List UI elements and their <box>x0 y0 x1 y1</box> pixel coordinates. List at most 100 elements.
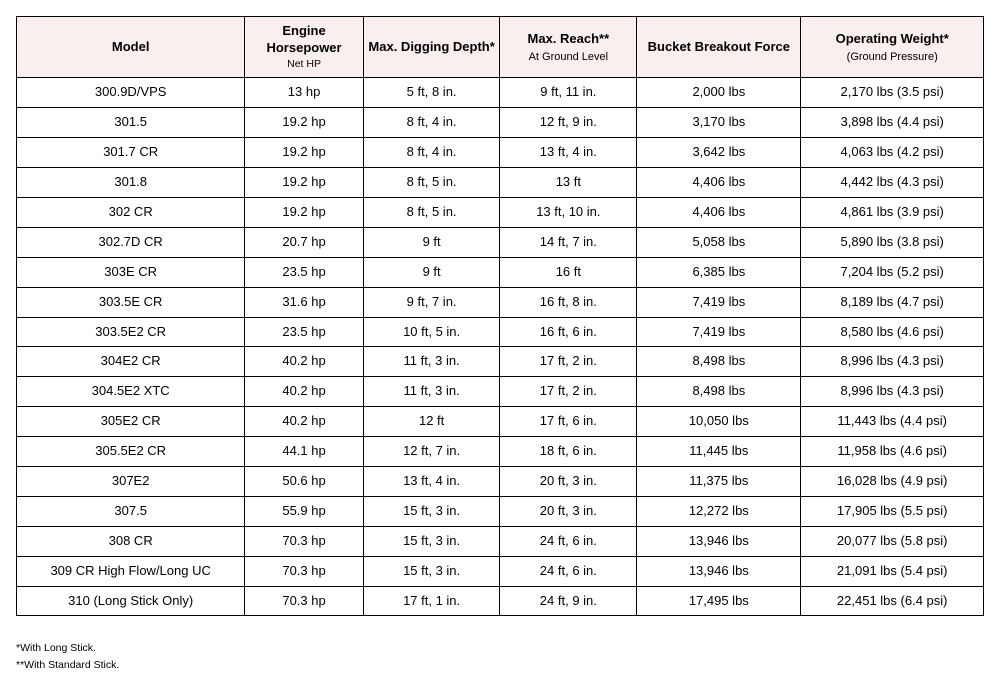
column-sublabel: (Ground Pressure) <box>805 50 979 64</box>
table-cell: 20 ft, 3 in. <box>500 467 637 497</box>
table-cell: 23.5 hp <box>245 317 363 347</box>
table-cell: 11,375 lbs <box>637 467 801 497</box>
table-cell: 310 (Long Stick Only) <box>17 586 245 616</box>
table-cell: 15 ft, 3 in. <box>363 526 500 556</box>
table-cell: 16 ft, 6 in. <box>500 317 637 347</box>
table-row: 302.7D CR20.7 hp9 ft14 ft, 7 in.5,058 lb… <box>17 227 984 257</box>
footnote: *With Long Stick. <box>16 640 984 657</box>
table-cell: 17 ft, 2 in. <box>500 347 637 377</box>
table-cell: 13 hp <box>245 78 363 108</box>
table-row: 307E250.6 hp13 ft, 4 in.20 ft, 3 in.11,3… <box>17 467 984 497</box>
table-cell: 13,946 lbs <box>637 556 801 586</box>
table-cell: 11,443 lbs (4.4 psi) <box>801 407 984 437</box>
table-container: ModelEngine HorsepowerNet HPMax. Digging… <box>16 16 984 674</box>
table-cell: 16 ft, 8 in. <box>500 287 637 317</box>
table-cell: 55.9 hp <box>245 496 363 526</box>
table-cell: 24 ft, 6 in. <box>500 556 637 586</box>
table-cell: 17 ft, 6 in. <box>500 407 637 437</box>
table-cell: 304E2 CR <box>17 347 245 377</box>
table-cell: 3,898 lbs (4.4 psi) <box>801 108 984 138</box>
table-cell: 11,958 lbs (4.6 psi) <box>801 437 984 467</box>
table-cell: 9 ft, 7 in. <box>363 287 500 317</box>
table-cell: 12 ft, 7 in. <box>363 437 500 467</box>
header-row: ModelEngine HorsepowerNet HPMax. Digging… <box>17 17 984 78</box>
table-cell: 305E2 CR <box>17 407 245 437</box>
table-row: 307.555.9 hp15 ft, 3 in.20 ft, 3 in.12,2… <box>17 496 984 526</box>
column-header: Max. Digging Depth* <box>363 17 500 78</box>
table-row: 310 (Long Stick Only)70.3 hp17 ft, 1 in.… <box>17 586 984 616</box>
table-cell: 10,050 lbs <box>637 407 801 437</box>
table-cell: 18 ft, 6 in. <box>500 437 637 467</box>
table-cell: 24 ft, 9 in. <box>500 586 637 616</box>
table-cell: 301.7 CR <box>17 138 245 168</box>
table-cell: 70.3 hp <box>245 586 363 616</box>
table-cell: 9 ft <box>363 257 500 287</box>
table-cell: 8,996 lbs (4.3 psi) <box>801 347 984 377</box>
table-cell: 300.9D/VPS <box>17 78 245 108</box>
table-cell: 16,028 lbs (4.9 psi) <box>801 467 984 497</box>
table-cell: 4,406 lbs <box>637 168 801 198</box>
table-cell: 8,498 lbs <box>637 377 801 407</box>
table-cell: 21,091 lbs (5.4 psi) <box>801 556 984 586</box>
table-cell: 2,000 lbs <box>637 78 801 108</box>
column-header: Model <box>17 17 245 78</box>
table-cell: 13 ft <box>500 168 637 198</box>
table-row: 303.5E CR31.6 hp9 ft, 7 in.16 ft, 8 in.7… <box>17 287 984 317</box>
table-cell: 4,063 lbs (4.2 psi) <box>801 138 984 168</box>
table-cell: 5,058 lbs <box>637 227 801 257</box>
table-cell: 17 ft, 2 in. <box>500 377 637 407</box>
table-cell: 14 ft, 7 in. <box>500 227 637 257</box>
table-cell: 10 ft, 5 in. <box>363 317 500 347</box>
table-cell: 304.5E2 XTC <box>17 377 245 407</box>
table-cell: 22,451 lbs (6.4 psi) <box>801 586 984 616</box>
table-cell: 20,077 lbs (5.8 psi) <box>801 526 984 556</box>
column-label: Engine Horsepower <box>266 23 341 55</box>
table-cell: 20.7 hp <box>245 227 363 257</box>
table-row: 301.819.2 hp8 ft, 5 in.13 ft4,406 lbs4,4… <box>17 168 984 198</box>
table-cell: 7,419 lbs <box>637 317 801 347</box>
column-header: Max. Reach**At Ground Level <box>500 17 637 78</box>
table-row: 302 CR19.2 hp8 ft, 5 in.13 ft, 10 in.4,4… <box>17 197 984 227</box>
table-cell: 16 ft <box>500 257 637 287</box>
specs-table: ModelEngine HorsepowerNet HPMax. Digging… <box>16 16 984 616</box>
table-row: 304E2 CR40.2 hp11 ft, 3 in.17 ft, 2 in.8… <box>17 347 984 377</box>
table-row: 303.5E2 CR23.5 hp10 ft, 5 in.16 ft, 6 in… <box>17 317 984 347</box>
table-cell: 309 CR High Flow/Long UC <box>17 556 245 586</box>
table-row: 304.5E2 XTC40.2 hp11 ft, 3 in.17 ft, 2 i… <box>17 377 984 407</box>
table-cell: 17,905 lbs (5.5 psi) <box>801 496 984 526</box>
table-cell: 307.5 <box>17 496 245 526</box>
table-cell: 70.3 hp <box>245 556 363 586</box>
table-row: 305.5E2 CR44.1 hp12 ft, 7 in.18 ft, 6 in… <box>17 437 984 467</box>
column-header: Operating Weight*(Ground Pressure) <box>801 17 984 78</box>
table-cell: 13 ft, 10 in. <box>500 197 637 227</box>
table-cell: 7,204 lbs (5.2 psi) <box>801 257 984 287</box>
table-cell: 8 ft, 4 in. <box>363 108 500 138</box>
table-cell: 3,170 lbs <box>637 108 801 138</box>
table-head: ModelEngine HorsepowerNet HPMax. Digging… <box>17 17 984 78</box>
table-cell: 307E2 <box>17 467 245 497</box>
table-cell: 4,406 lbs <box>637 197 801 227</box>
table-cell: 12,272 lbs <box>637 496 801 526</box>
table-cell: 40.2 hp <box>245 377 363 407</box>
table-cell: 302.7D CR <box>17 227 245 257</box>
table-cell: 11 ft, 3 in. <box>363 377 500 407</box>
table-cell: 19.2 hp <box>245 197 363 227</box>
table-cell: 15 ft, 3 in. <box>363 556 500 586</box>
table-cell: 13 ft, 4 in. <box>500 138 637 168</box>
column-label: Max. Digging Depth* <box>368 39 494 54</box>
table-cell: 40.2 hp <box>245 407 363 437</box>
table-cell: 19.2 hp <box>245 168 363 198</box>
table-cell: 44.1 hp <box>245 437 363 467</box>
table-cell: 9 ft, 11 in. <box>500 78 637 108</box>
table-cell: 70.3 hp <box>245 526 363 556</box>
table-cell: 17 ft, 1 in. <box>363 586 500 616</box>
column-label: Max. Reach** <box>528 31 610 46</box>
table-cell: 302 CR <box>17 197 245 227</box>
footnote: **With Standard Stick. <box>16 657 984 674</box>
table-row: 308 CR70.3 hp15 ft, 3 in.24 ft, 6 in.13,… <box>17 526 984 556</box>
table-cell: 13,946 lbs <box>637 526 801 556</box>
table-cell: 12 ft, 9 in. <box>500 108 637 138</box>
table-body: 300.9D/VPS13 hp5 ft, 8 in.9 ft, 11 in.2,… <box>17 78 984 616</box>
column-header: Bucket Breakout Force <box>637 17 801 78</box>
table-cell: 8 ft, 4 in. <box>363 138 500 168</box>
